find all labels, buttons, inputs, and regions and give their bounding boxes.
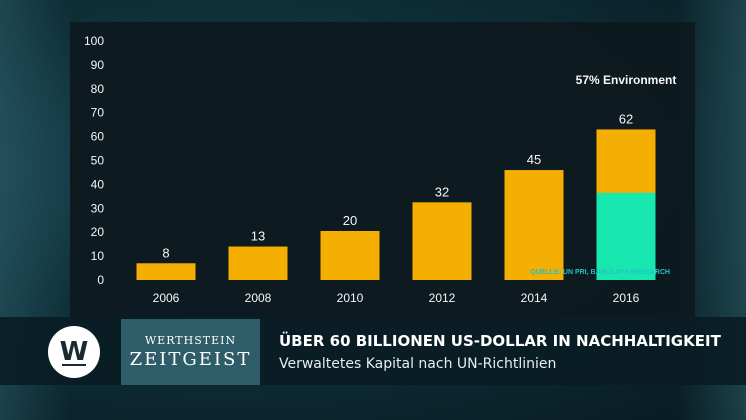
x-tick-label: 2010 (337, 291, 364, 305)
logo-underline (62, 364, 86, 366)
bar (504, 170, 564, 280)
brand-box: WERTHSTEIN ZEITGEIST (121, 319, 260, 385)
data-label: 8 (162, 245, 169, 260)
y-tick-label: 0 (97, 273, 104, 287)
logo-letter: W (59, 337, 89, 367)
logo: W (40, 319, 108, 385)
y-tick-label: 80 (91, 82, 105, 96)
x-tick-label: 2008 (245, 291, 272, 305)
annotation-environment: 57% Environment (576, 73, 677, 87)
headline: ÜBER 60 BILLIONEN US-DOLLAR IN NACHHALTI… (279, 332, 721, 350)
subheadline: Verwaltetes Kapital nach UN-Richtlinien (279, 356, 557, 372)
bar-environment-segment (596, 192, 656, 280)
y-tick-label: 40 (91, 177, 105, 191)
brand-name-line2: ZEITGEIST (129, 349, 252, 370)
x-tick-label: 2016 (613, 291, 640, 305)
brand-name-line1: WERTHSTEIN (144, 334, 237, 347)
y-tick-label: 10 (91, 249, 105, 263)
bar (320, 231, 380, 280)
y-tick-label: 60 (91, 130, 105, 144)
data-label: 45 (527, 152, 541, 167)
y-tick-label: 20 (91, 225, 105, 239)
y-tick-label: 100 (84, 34, 104, 48)
x-tick-label: 2006 (153, 291, 180, 305)
chart-panel: 0 10 20 30 40 50 60 70 80 90 100 8 2006 13 2008 20 2010 3… (70, 22, 695, 317)
logo-circle: W (48, 326, 100, 378)
y-tick-label: 70 (91, 106, 105, 120)
data-label: 62 (619, 111, 633, 126)
y-tick-label: 30 (91, 201, 105, 215)
y-tick-label: 50 (91, 154, 105, 168)
bar (412, 202, 472, 280)
data-label: 20 (343, 213, 357, 228)
bar-chart: 0 10 20 30 40 50 60 70 80 90 100 8 2006 13 2008 20 2010 3… (84, 34, 677, 305)
y-tick-label: 90 (91, 58, 105, 72)
footer-band (0, 317, 746, 385)
source-note: QUELLE: UN PRI, BARCLAYS RESEARCH (530, 269, 670, 276)
data-label: 32 (435, 184, 449, 199)
data-label: 13 (251, 229, 265, 244)
bar (228, 246, 288, 280)
x-tick-label: 2014 (521, 291, 548, 305)
bar (136, 263, 196, 280)
x-tick-label: 2012 (429, 291, 456, 305)
